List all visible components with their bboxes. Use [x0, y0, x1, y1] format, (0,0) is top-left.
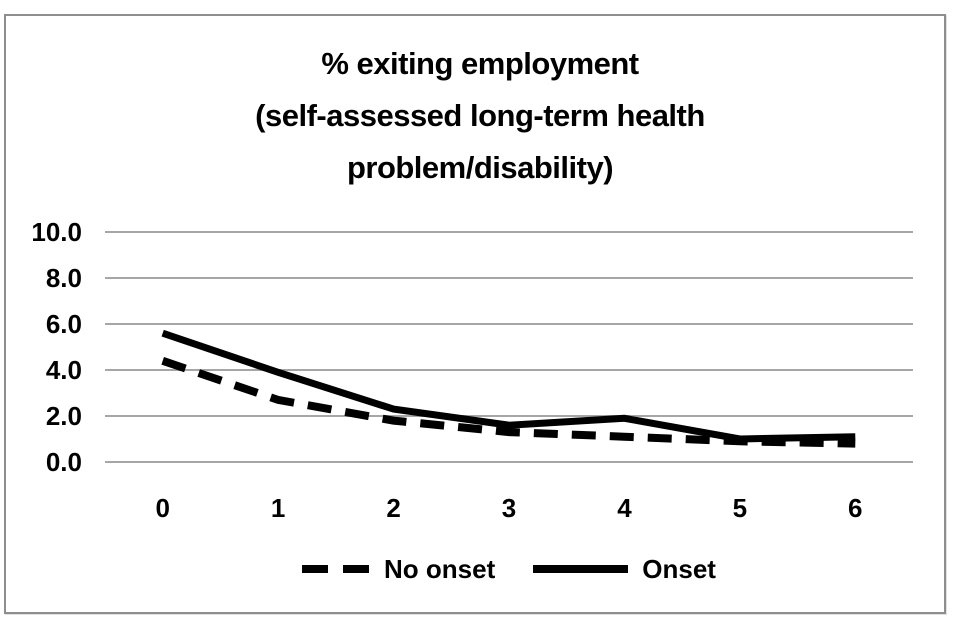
- x-axis-tick-label: 2: [386, 493, 401, 523]
- legend-item-no-onset: No onset: [302, 554, 495, 585]
- legend-solid-line-sample: [533, 565, 629, 573]
- legend-label: Onset: [642, 553, 716, 584]
- y-axis-tick-label: 8.0: [45, 263, 82, 293]
- y-axis-tick-label: 4.0: [45, 355, 82, 385]
- legend: No onset Onset: [105, 550, 913, 588]
- y-axis-tick-label: 2.0: [45, 401, 82, 431]
- chart-frame: [4, 14, 946, 614]
- y-axis-tick-label: 10.0: [31, 217, 82, 247]
- y-axis-tick-label: 6.0: [45, 309, 82, 339]
- x-axis-tick-label: 0: [155, 493, 170, 523]
- chart-title: % exiting employment (self-assessed long…: [255, 46, 705, 185]
- series-line-no-onset: [161, 357, 856, 448]
- x-axis-tick-label: 6: [848, 493, 863, 523]
- y-axis-tick-label: 0.0: [45, 447, 82, 477]
- legend-label: No onset: [384, 553, 496, 584]
- series-line-onset: [161, 329, 856, 443]
- legend-item-onset: Onset: [533, 554, 716, 585]
- x-axis-tick-label: 4: [617, 493, 632, 523]
- x-axis-tick-label: 5: [732, 493, 748, 523]
- x-axis-tick-label: 3: [501, 493, 517, 523]
- legend-dashed-line-sample: [302, 565, 371, 573]
- x-axis-tick-label: 1: [270, 493, 286, 523]
